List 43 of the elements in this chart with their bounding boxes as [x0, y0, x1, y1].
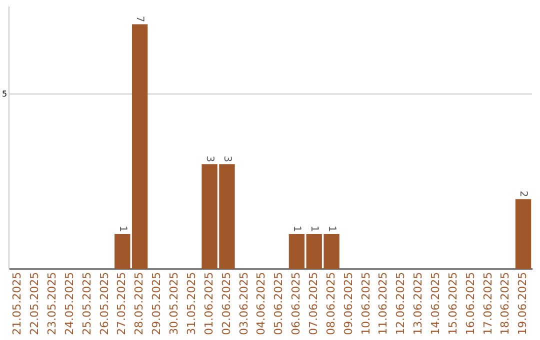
x-tick-label: 18.06.2025 — [498, 272, 512, 336]
x-tick-label: 22.05.2025 — [28, 272, 42, 336]
data-label: 3 — [204, 156, 215, 162]
data-label: 1 — [326, 226, 337, 232]
x-tick-label: 04.06.2025 — [254, 272, 268, 336]
x-tick-label: 09.06.2025 — [342, 272, 355, 336]
x-tick-label: 16.06.2025 — [464, 272, 477, 336]
x-tick-label: 08.06.2025 — [324, 272, 338, 336]
data-label: 1 — [291, 226, 302, 232]
x-tick-label: 02.06.2025 — [220, 272, 233, 336]
bar — [114, 234, 130, 270]
x-tick-label: 24.05.2025 — [62, 272, 76, 336]
data-label: 2 — [518, 190, 529, 198]
x-tick-label: 31.05.2025 — [184, 272, 198, 336]
bar — [515, 199, 532, 270]
x-tick-label: 06.06.2025 — [290, 272, 303, 336]
data-label: 1 — [116, 226, 128, 232]
y-tick-label: 5 — [2, 89, 8, 98]
x-tick-label: 10.06.2025 — [359, 272, 372, 336]
x-tick-label: 13.06.2025 — [412, 272, 425, 336]
data-label: 3 — [221, 156, 232, 162]
data-label: 1 — [308, 226, 320, 232]
bar — [132, 24, 148, 270]
x-tick-label: 23.05.2025 — [46, 272, 59, 336]
x-tick-label: 03.06.2025 — [237, 272, 250, 336]
x-tick-label: 26.05.2025 — [98, 272, 111, 336]
x-tick-label: 07.06.2025 — [306, 272, 320, 336]
data-label: 7 — [134, 16, 146, 22]
x-tick-label: 17.06.2025 — [481, 272, 494, 336]
x-tick-label: 12.06.2025 — [394, 272, 408, 336]
x-tick-label: 05.06.2025 — [272, 272, 286, 336]
bar — [288, 234, 305, 270]
x-tick-label: 11.06.2025 — [376, 272, 390, 336]
x-tick-label: 27.05.2025 — [115, 272, 128, 336]
x-tick-label: 29.05.2025 — [150, 272, 164, 336]
x-tick-label: 14.06.2025 — [428, 272, 442, 336]
x-tick-label: 21.05.2025 — [10, 272, 24, 336]
x-tick-label: 19.06.2025 — [516, 272, 530, 336]
x-tick-label: 01.06.2025 — [202, 272, 216, 336]
x-tick-label: 25.05.2025 — [80, 272, 94, 336]
x-tick-label: 15.06.2025 — [446, 272, 460, 336]
x-tick-label: 30.05.2025 — [168, 272, 181, 336]
x-tick-label: 28.05.2025 — [132, 272, 146, 336]
